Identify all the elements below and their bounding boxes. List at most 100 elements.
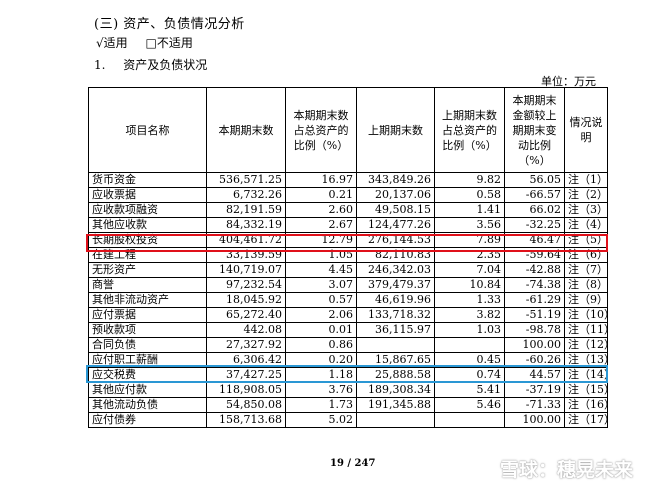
table-header-row: 项目名称 本期期末数 本期期末数占总资产的比例（%） 上期期末数 上期期末数占总… (88, 87, 608, 173)
cell-prior-end (356, 412, 435, 428)
table-row: 其他应付款 118,908.05 3.76 189,308.34 5.41 -37.19 注… (88, 382, 608, 398)
cell-prior-end: 379,479.37 (356, 277, 435, 293)
cell-change-ratio: 66.02 (504, 202, 565, 218)
cell-change-ratio: 56.05 (504, 172, 565, 188)
cell-prior-ratio: 1.33 (434, 292, 505, 308)
cell-item-name: 预收款项 (88, 322, 207, 338)
table-row: 应付票据 65,272.40 2.06 133,718.32 3.82 -51.19 注（1… (88, 307, 608, 323)
cell-item-name: 应交税费 (88, 367, 207, 383)
cell-prior-ratio (434, 337, 505, 353)
sub-title-number: 1. (94, 58, 106, 72)
cell-item-name: 应付职工薪酬 (88, 352, 207, 368)
table-row: 其他非流动资产 18,045.92 0.57 46,619.96 1.33 -61.29 注… (88, 292, 608, 308)
cell-current-end: 6,732.26 (206, 187, 286, 203)
cell-prior-ratio: 1.03 (434, 322, 505, 338)
cell-current-end: 82,191.59 (206, 202, 286, 218)
table-row: 商誉 97,232.54 3.07 379,479.37 10.84 -74.38 注（8） (88, 277, 608, 293)
cell-current-ratio: 16.97 (285, 172, 357, 188)
cell-prior-end: 15,867.65 (356, 352, 435, 368)
cell-current-end: 404,461.72 (206, 232, 286, 248)
cell-prior-end: 124,477.26 (356, 217, 435, 233)
cell-prior-ratio: 2.35 (434, 247, 505, 263)
cell-prior-ratio: 0.58 (434, 187, 505, 203)
cell-change-ratio: -51.19 (504, 307, 565, 323)
cell-change-ratio: 46.47 (504, 232, 565, 248)
applicability-options: √适用 □不适用 (96, 34, 207, 51)
header-prior-ratio: 上期期末数占总资产的比例（%） (434, 87, 505, 173)
cell-prior-end: 276,144.53 (356, 232, 435, 248)
cell-current-end: 27,327.92 (206, 337, 286, 353)
cell-current-ratio: 5.02 (285, 412, 357, 428)
cell-prior-ratio (434, 412, 505, 428)
cell-note: 注（3） (564, 202, 608, 218)
cell-current-ratio: 1.73 (285, 397, 357, 413)
cell-prior-end: 133,718.32 (356, 307, 435, 323)
cell-prior-end: 82,110.83 (356, 247, 435, 263)
cell-note: 注（7） (564, 262, 608, 278)
cell-current-ratio: 2.60 (285, 202, 357, 218)
cell-item-name: 其他应收款 (88, 217, 207, 233)
table-row: 货币资金 536,571.25 16.97 343,849.26 9.82 56.05 注（… (88, 172, 608, 188)
cell-prior-ratio: 0.74 (434, 367, 505, 383)
cell-current-ratio: 0.01 (285, 322, 357, 338)
cell-current-ratio: 2.06 (285, 307, 357, 323)
cell-note: 注（11） (564, 322, 608, 338)
cell-note: 注（4） (564, 217, 608, 233)
watermark: 雪球：穗晃未来 (500, 459, 634, 481)
header-note: 情况说明 (564, 87, 608, 173)
cell-note: 注（16） (564, 397, 608, 413)
applicable-option: √适用 (96, 36, 128, 50)
cell-note: 注（15） (564, 382, 608, 398)
cell-item-name: 无形资产 (88, 262, 207, 278)
cell-change-ratio: -66.57 (504, 187, 565, 203)
cell-prior-ratio: 7.04 (434, 262, 505, 278)
cell-current-end: 65,272.40 (206, 307, 286, 323)
cell-note: 注（8） (564, 277, 608, 293)
cell-note: 注（14） (564, 367, 608, 383)
table-row: 应收款项融资 82,191.59 2.60 49,508.15 1.41 66.02 注（3… (88, 202, 608, 218)
cell-prior-ratio: 5.41 (434, 382, 505, 398)
cell-prior-end: 36,115.97 (356, 322, 435, 338)
cell-prior-end: 246,342.03 (356, 262, 435, 278)
cell-current-ratio: 12.79 (285, 232, 357, 248)
table-row: 无形资产 140,719.07 4.45 246,342.03 7.04 -42.88 注（… (88, 262, 608, 278)
cell-note: 注（13） (564, 352, 608, 368)
cell-prior-end: 189,308.34 (356, 382, 435, 398)
section-title: (三) 资产、负债情况分析 (94, 17, 245, 32)
header-prior-end: 上期期末数 (356, 87, 435, 173)
cell-note: 注（2） (564, 187, 608, 203)
cell-item-name: 长期股权投资 (88, 232, 207, 248)
cell-prior-end: 343,849.26 (356, 172, 435, 188)
table-row: 其他应收款 84,332.19 2.67 124,477.26 3.56 -32.25 注（… (88, 217, 608, 233)
cell-current-ratio: 0.86 (285, 337, 357, 353)
cell-current-ratio: 0.21 (285, 187, 357, 203)
cell-item-name: 其他应付款 (88, 382, 207, 398)
cell-note: 注（6） (564, 247, 608, 263)
cell-prior-ratio: 9.82 (434, 172, 505, 188)
cell-item-name: 在建工程 (88, 247, 207, 263)
cell-current-end: 18,045.92 (206, 292, 286, 308)
cell-note: 注（1） (564, 172, 608, 188)
table-row: 长期股权投资 404,461.72 12.79 276,144.53 7.89 46.47… (88, 232, 608, 248)
cell-change-ratio: -32.25 (504, 217, 565, 233)
cell-item-name: 货币资金 (88, 172, 207, 188)
cell-prior-end: 25,888.58 (356, 367, 435, 383)
cell-current-end: 54,850.08 (206, 397, 286, 413)
cell-item-name: 合同负债 (88, 337, 207, 353)
cell-item-name: 应付票据 (88, 307, 207, 323)
table-row: 应收票据 6,732.26 0.21 20,137.06 0.58 -66.57 注（2） (88, 187, 608, 203)
cell-note: 注（12） (564, 337, 608, 353)
cell-change-ratio: -71.33 (504, 397, 565, 413)
table-row: 应付职工薪酬 6,306.42 0.20 15,867.65 0.45 -60.26 注（1… (88, 352, 608, 368)
cell-current-ratio: 4.45 (285, 262, 357, 278)
cell-change-ratio: -37.19 (504, 382, 565, 398)
cell-prior-ratio: 3.82 (434, 307, 505, 323)
header-current-end: 本期期末数 (206, 87, 286, 173)
cell-change-ratio: 100.00 (504, 412, 565, 428)
page-number: 19 / 247 (330, 458, 376, 469)
cell-prior-ratio: 10.84 (434, 277, 505, 293)
table-body: 货币资金 536,571.25 16.97 343,849.26 9.82 56.05 注（… (88, 172, 608, 428)
